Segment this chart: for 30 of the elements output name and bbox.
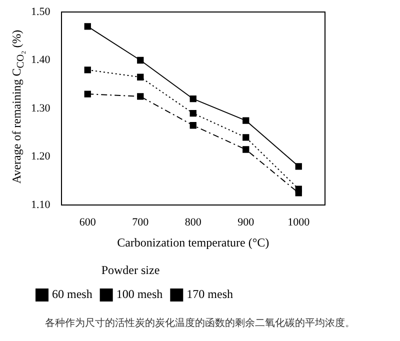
y-tick-label: 1.40 [31, 54, 51, 66]
legend-label: 60 mesh [52, 287, 92, 302]
x-tick-label: 1000 [288, 216, 310, 228]
y-tick-label: 1.30 [31, 102, 51, 114]
point [84, 66, 91, 74]
legend-title: Powder size [101, 262, 160, 277]
point [295, 163, 302, 170]
point [295, 186, 302, 192]
x-tick-label: 800 [184, 216, 202, 228]
y-tick-label: 1.50 [31, 6, 51, 18]
x-tick-label: 600 [79, 216, 96, 228]
y-tick-label: 1.10 [31, 198, 51, 211]
point [137, 74, 144, 80]
x-tick-label: 700 [132, 216, 150, 228]
point [84, 23, 91, 30]
point [84, 90, 91, 98]
x-axis-title: Carbonization temperature (°C) [117, 236, 270, 250]
legend-label: 170 mesh [186, 287, 234, 302]
y-tick-label: 1.20 [31, 150, 51, 163]
point [190, 96, 196, 102]
x-tick-label: 900 [238, 216, 255, 228]
point [242, 134, 250, 141]
point [190, 110, 196, 117]
legend-label: 100 mesh [116, 287, 163, 302]
point [242, 146, 250, 153]
point [190, 122, 196, 129]
point [242, 117, 250, 124]
text: 各种作为尺寸的活性炭的炭化温度的函数的剩余二氧化碳的平均浓度。 [44, 316, 356, 330]
point [137, 56, 144, 64]
point [137, 93, 144, 100]
